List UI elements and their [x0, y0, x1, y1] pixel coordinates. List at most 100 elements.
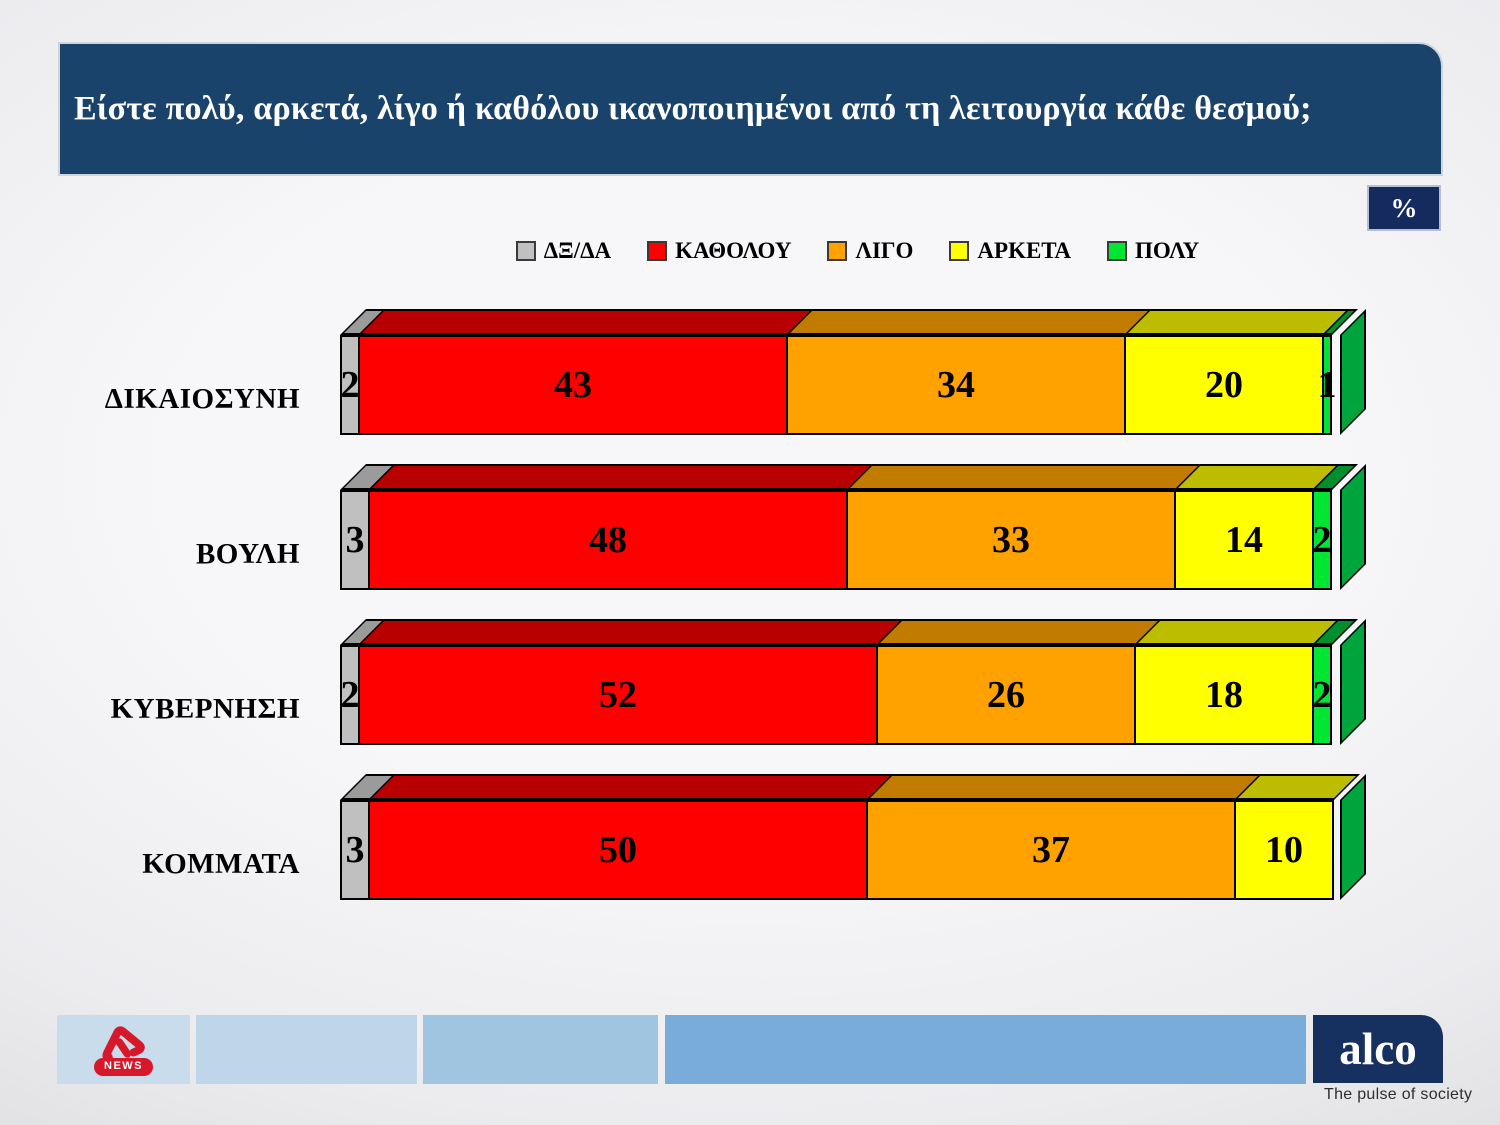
segment-ΛΙΓΟ: 37	[866, 800, 1236, 900]
bar-row-ΒΟΥΛΗ: ΒΟΥΛΗ 3 48 33 14 2	[0, 464, 1500, 592]
percent-unit-badge: %	[1367, 185, 1441, 231]
bar-top-face	[340, 464, 1358, 490]
value-label: 48	[589, 519, 627, 561]
value-label: 3	[345, 519, 365, 561]
category-label: ΚΥΒΕΡΝΗΣΗ	[110, 693, 300, 725]
segment-ΛΙΓΟ: 34	[786, 335, 1126, 435]
bar-row-ΚΥΒΕΡΝΗΣΗ: ΚΥΒΕΡΝΗΣΗ 2 52 26 18 2	[0, 619, 1500, 747]
segment-ΠΟΛΥ: 2	[1312, 490, 1332, 590]
bar-row-ΚΟΜΜΑΤΑ: ΚΟΜΜΑΤΑ 3 50 37 10	[0, 774, 1500, 902]
segment-ΚΑΘΟΛΟΥ: 50	[368, 800, 868, 900]
legend-label: ΔΞ/ΔΑ	[543, 238, 612, 263]
bar-end-face	[1340, 309, 1366, 435]
top-segment-ΑΡΚΕΤΑ	[1124, 309, 1350, 335]
bar-row-ΔΙΚΑΙΟΣΥΝΗ: ΔΙΚΑΙΟΣΥΝΗ 2 43 34 20 1	[0, 309, 1500, 437]
value-label: 18	[1205, 674, 1243, 716]
value-label: 3	[345, 829, 365, 871]
value-label: 33	[992, 519, 1030, 561]
top-segment-ΛΙΓΟ	[786, 309, 1152, 335]
top-segment-ΚΑΘΟΛΟΥ	[358, 619, 904, 645]
value-label: 10	[1265, 829, 1303, 871]
bar-3d: 2 52 26 18 2	[340, 619, 1380, 747]
segment-ΔΞ/ΔΑ: 2	[340, 335, 360, 435]
segment-ΚΑΘΟΛΟΥ: 48	[368, 490, 848, 590]
chart-legend: ΔΞ/ΔΑ ΚΑΘΟΛΟΥ ΛΙΓΟ ΑΡΚΕΤΑ ΠΟΛΥ	[340, 236, 1375, 266]
legend-item-ΛΙΓΟ: ΛΙΓΟ	[827, 238, 913, 264]
segment-ΑΡΚΕΤΑ: 20	[1124, 335, 1324, 435]
value-label: 50	[599, 829, 637, 871]
value-label: 1	[1317, 364, 1337, 406]
segment-ΚΑΘΟΛΟΥ: 52	[358, 645, 878, 745]
legend-swatch-icon	[949, 241, 970, 261]
alpha-a-icon	[101, 1025, 145, 1061]
bar-3d: 2 43 34 20 1	[340, 309, 1380, 437]
bar-front-face: 3 50 37 10	[340, 800, 1334, 900]
top-segment-ΛΙΓΟ	[846, 464, 1202, 490]
bar-end-face	[1340, 464, 1366, 590]
footer-block-2	[196, 1015, 417, 1084]
value-label: 2	[1312, 674, 1332, 716]
segment-ΑΡΚΕΤΑ: 18	[1134, 645, 1314, 745]
category-label: ΒΟΥΛΗ	[195, 538, 300, 570]
legend-label: ΑΡΚΕΤΑ	[977, 238, 1072, 263]
legend-item-ΑΡΚΕΤΑ: ΑΡΚΕΤΑ	[949, 238, 1071, 264]
segment-ΛΙΓΟ: 33	[846, 490, 1176, 590]
legend-label: ΠΟΛΥ	[1135, 238, 1200, 263]
bar-end-face	[1340, 619, 1366, 745]
bar-end-face	[1340, 774, 1366, 900]
alco-logo: alco	[1313, 1015, 1443, 1083]
legend-swatch-icon	[515, 241, 536, 261]
top-segment-ΛΙΓΟ	[866, 774, 1262, 800]
bar-front-face: 2 52 26 18 2	[340, 645, 1332, 745]
bar-front-face: 3 48 33 14 2	[340, 490, 1332, 590]
alpha-news-logo: NEWS	[57, 1015, 190, 1084]
legend-label: ΛΙΓΟ	[855, 238, 914, 263]
footer-block-3	[423, 1015, 658, 1084]
alco-tagline: The pulse of society	[1324, 1086, 1473, 1103]
value-label: 26	[987, 674, 1025, 716]
legend-label: ΚΑΘΟΛΟΥ	[675, 238, 792, 263]
legend-swatch-icon	[647, 241, 668, 261]
category-label: ΚΟΜΜΑΤΑ	[142, 848, 300, 880]
slide-title: Είστε πολύ, αρκετά, λίγο ή καθόλου ικανο…	[74, 90, 1312, 127]
value-label: 37	[1032, 829, 1070, 871]
category-label: ΔΙΚΑΙΟΣΥΝΗ	[104, 383, 300, 415]
legend-item-ΠΟΛΥ: ΠΟΛΥ	[1107, 238, 1199, 264]
legend-swatch-icon	[827, 241, 848, 261]
top-segment-ΛΙΓΟ	[876, 619, 1162, 645]
value-label: 34	[937, 364, 975, 406]
legend-item-ΚΑΘΟΛΟΥ: ΚΑΘΟΛΟΥ	[647, 238, 791, 264]
value-label: 14	[1225, 519, 1263, 561]
question-header: Είστε πολύ, αρκετά, λίγο ή καθόλου ικανο…	[58, 42, 1443, 176]
bar-front-face: 2 43 34 20 1	[340, 335, 1337, 435]
alco-wordmark: alco	[1339, 1023, 1417, 1074]
bar-3d: 3 50 37 10	[340, 774, 1380, 902]
segment-ΔΞ/ΔΑ: 3	[340, 490, 370, 590]
legend-swatch-icon	[1107, 241, 1128, 261]
top-segment-ΑΡΚΕΤΑ	[1134, 619, 1340, 645]
value-label: 20	[1205, 364, 1243, 406]
bar-top-face	[340, 619, 1358, 645]
footer-block-4	[665, 1015, 1306, 1084]
top-segment-ΚΑΘΟΛΟΥ	[358, 309, 814, 335]
value-label: 2	[340, 364, 360, 406]
bar-top-face	[340, 309, 1358, 335]
bar-3d: 3 48 33 14 2	[340, 464, 1380, 592]
top-segment-ΚΑΘΟΛΟΥ	[368, 464, 874, 490]
segment-ΚΑΘΟΛΟΥ: 43	[358, 335, 788, 435]
news-pill: NEWS	[94, 1057, 153, 1076]
segment-ΑΡΚΕΤΑ: 14	[1174, 490, 1314, 590]
segment-ΔΞ/ΔΑ: 3	[340, 800, 370, 900]
value-label: 2	[1312, 519, 1332, 561]
segment-ΛΙΓΟ: 26	[876, 645, 1136, 745]
bar-top-face	[340, 774, 1360, 800]
segment-ΑΡΚΕΤΑ: 10	[1234, 800, 1334, 900]
value-label: 2	[340, 674, 360, 716]
value-label: 43	[554, 364, 592, 406]
segment-ΠΟΛΥ: 1	[1318, 335, 1337, 435]
segment-ΠΟΛΥ: 2	[1312, 645, 1332, 745]
segment-ΔΞ/ΔΑ: 2	[340, 645, 360, 745]
top-segment-ΚΑΘΟΛΟΥ	[368, 774, 894, 800]
legend-item-ΔΞ/ΔΑ: ΔΞ/ΔΑ	[515, 238, 612, 264]
